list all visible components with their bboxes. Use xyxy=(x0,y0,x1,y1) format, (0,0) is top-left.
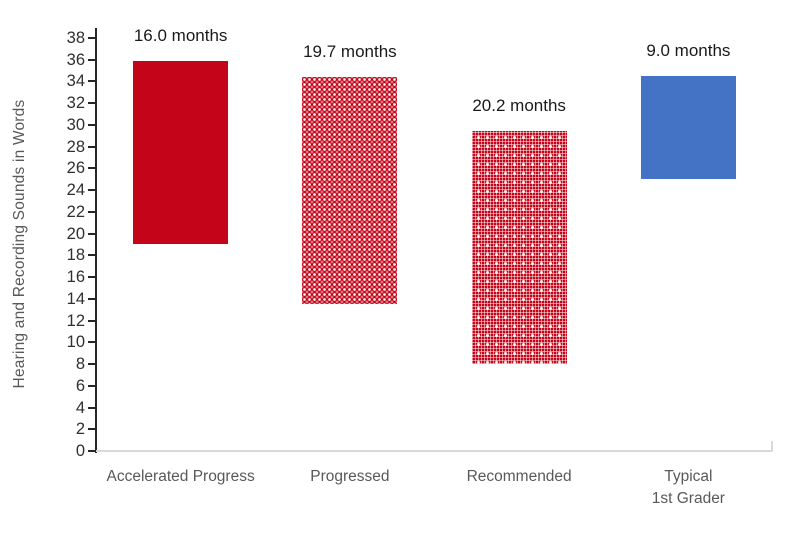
y-tick-label: 14 xyxy=(66,289,85,308)
range-bar-2 xyxy=(302,77,398,305)
y-tick-label: 20 xyxy=(66,224,85,243)
y-tick-mark xyxy=(88,58,96,61)
range-bar-3 xyxy=(471,131,567,365)
y-tick-mark xyxy=(88,145,96,148)
y-axis-line xyxy=(95,28,97,453)
y-tick-mark xyxy=(88,210,96,213)
y-tick-label: 24 xyxy=(66,181,85,200)
y-tick-label: 30 xyxy=(66,115,85,134)
y-tick-mark xyxy=(88,189,96,192)
y-tick-mark xyxy=(88,80,96,83)
y-tick-label: 12 xyxy=(66,311,85,330)
y-tick-mark xyxy=(88,450,96,452)
bar-data-label: 19.7 months xyxy=(303,42,397,62)
y-tick-label: 28 xyxy=(66,137,85,156)
x-axis-line xyxy=(96,450,773,452)
bar-data-label: 20.2 months xyxy=(472,96,566,116)
y-tick-label: 16 xyxy=(66,268,85,287)
y-tick-label: 36 xyxy=(66,50,85,69)
y-tick-label: 6 xyxy=(75,376,85,395)
bar-data-label: 16.0 months xyxy=(133,25,228,45)
y-tick-label: 10 xyxy=(66,333,85,352)
y-tick-label: 18 xyxy=(66,246,85,265)
y-tick-label: 26 xyxy=(66,159,85,178)
category-label: Progressed xyxy=(310,468,390,485)
y-tick-mark xyxy=(88,319,96,322)
y-tick-label: 4 xyxy=(75,398,85,417)
y-tick-mark xyxy=(88,37,96,39)
y-tick-mark xyxy=(88,406,96,409)
y-tick-label: 32 xyxy=(66,94,85,113)
y-tick-label: 2 xyxy=(75,420,85,439)
category-label: Recommended xyxy=(466,468,572,485)
y-tick-label: 22 xyxy=(66,202,85,221)
y-tick-mark xyxy=(88,297,96,300)
bar-data-label: 9.0 months xyxy=(646,41,731,61)
y-axis-title: Hearing and Recording Sounds in Words xyxy=(11,99,28,389)
range-bar-4 xyxy=(640,76,736,180)
y-tick-label: 34 xyxy=(66,72,85,91)
y-tick-mark xyxy=(88,232,96,235)
y-tick-mark xyxy=(88,123,96,126)
y-tick-mark xyxy=(88,254,96,257)
y-tick-mark xyxy=(88,276,96,279)
y-tick-mark xyxy=(88,341,96,344)
x-axis-end-tick xyxy=(771,441,773,452)
y-tick-label: 8 xyxy=(75,355,85,374)
y-tick-mark xyxy=(88,102,96,105)
y-tick-label: 0 xyxy=(75,442,85,460)
category-label: Accelerated Progress xyxy=(106,468,255,485)
range-bar-1 xyxy=(133,60,229,245)
y-tick-mark xyxy=(88,384,96,387)
y-tick-mark xyxy=(88,167,96,170)
y-tick-label: 38 xyxy=(66,29,85,47)
category-label: Typical 1st Grader xyxy=(651,468,725,507)
y-tick-mark xyxy=(88,363,96,366)
y-tick-mark xyxy=(88,428,96,431)
